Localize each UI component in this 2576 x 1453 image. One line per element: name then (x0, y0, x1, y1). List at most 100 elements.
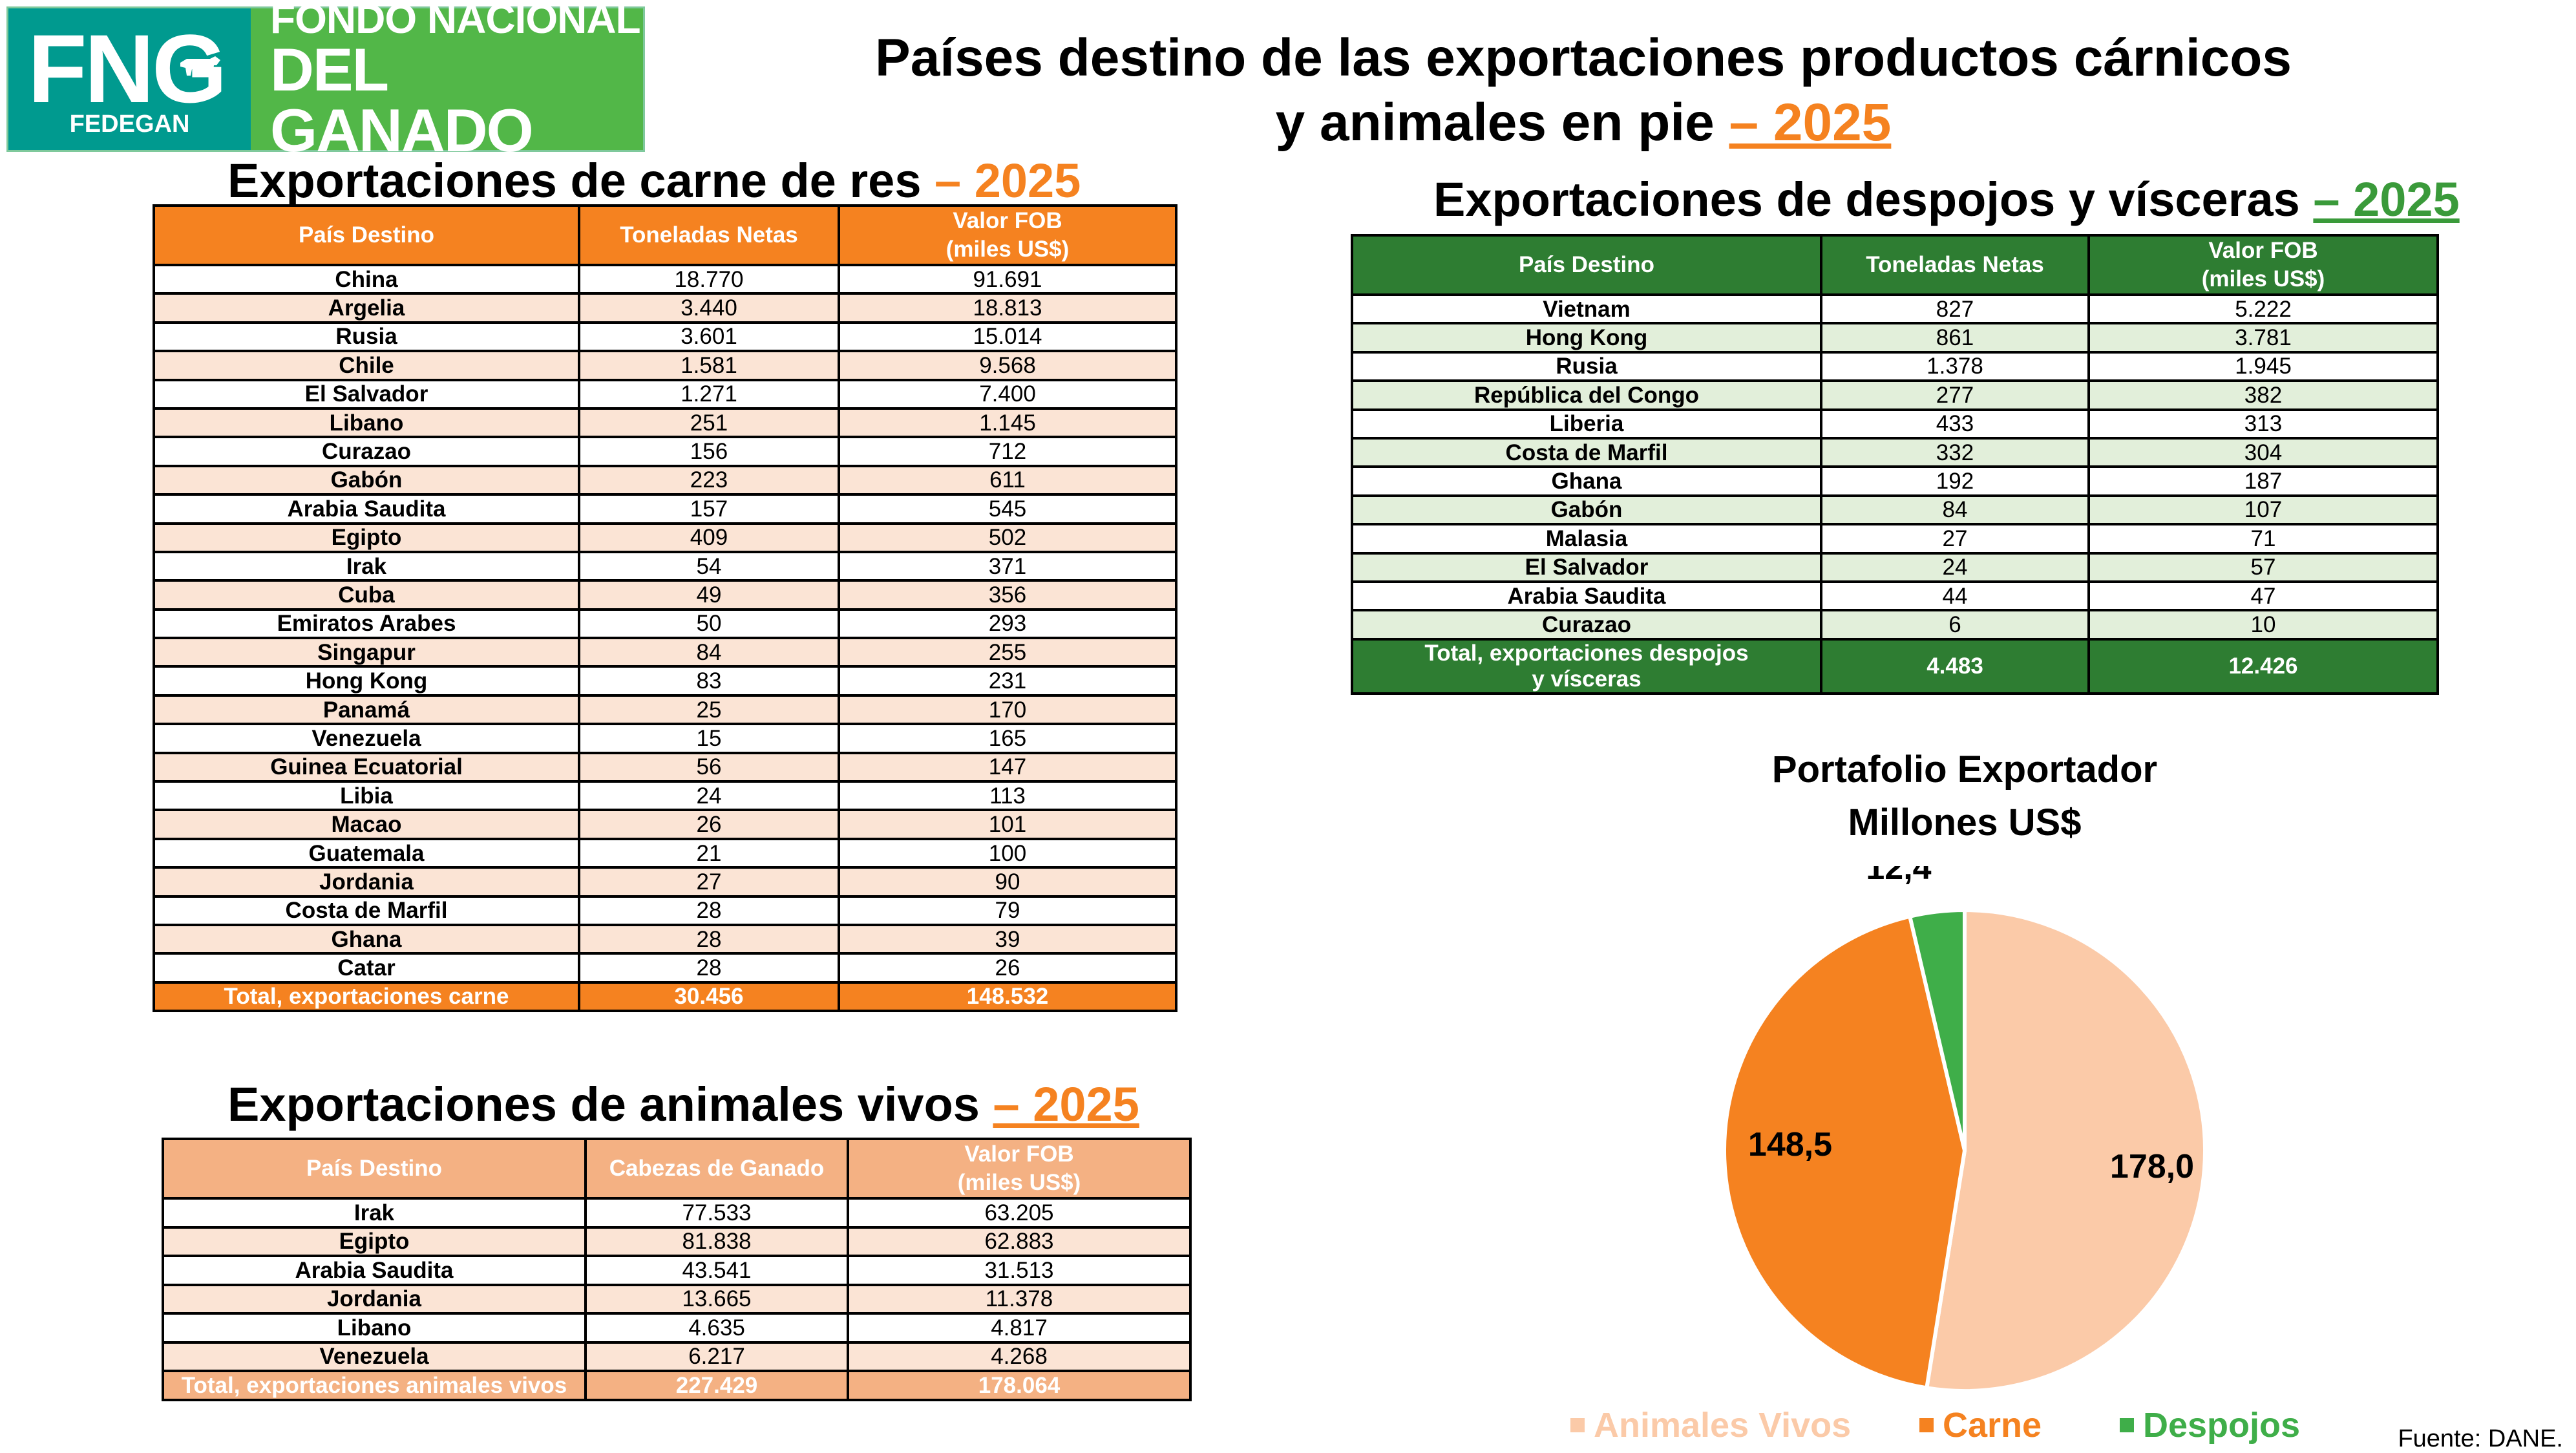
total-cell: Total, exportaciones animales vivos (162, 1370, 587, 1401)
value-cell: 90 (838, 866, 1177, 898)
total-cell: 148.532 (838, 981, 1177, 1013)
country-cell: Gabón (1351, 494, 1822, 526)
country-cell: El Salvador (153, 378, 580, 410)
vivos-header-row: País Destino Cabezas de Ganado Valor FOB (… (162, 1138, 1192, 1200)
table-row: Ghana 192 187 (1351, 465, 2439, 497)
table-row: Egipto 409 502 (153, 522, 1177, 553)
legend-swatch (1919, 1417, 1934, 1432)
value-cell: 611 (838, 464, 1177, 496)
total-cell: Total, exportaciones despojos y vísceras (1351, 637, 1822, 695)
value-cell: 502 (838, 522, 1177, 553)
table-row: Libano 4.635 4.817 (162, 1312, 1192, 1344)
value-cell: 101 (838, 809, 1177, 840)
value-cell: 1.271 (578, 378, 840, 410)
country-cell: Macao (153, 809, 580, 840)
despojos-header-cell: Valor FOB (miles US$) (2087, 234, 2439, 296)
fng-logo: FNG FEDEGAN FONDO NACIONAL DEL GANADO (6, 0, 645, 160)
table-row: Malasia 27 71 (1351, 523, 2439, 555)
logo-mark: FNG FEDEGAN (8, 8, 251, 150)
country-cell: Rusia (1351, 350, 1822, 383)
table-row: Macao 26 101 (153, 809, 1177, 840)
value-cell: 81.838 (584, 1225, 849, 1257)
value-cell: 4.635 (584, 1312, 849, 1344)
carne-title-year: – 2025 (934, 154, 1081, 207)
table-row: República del Congo 277 382 (1351, 379, 2439, 411)
value-cell: 107 (2087, 494, 2439, 526)
table-row: Hong Kong 83 231 (153, 665, 1177, 697)
table-row: Vietnam 827 5.222 (1351, 293, 2439, 325)
value-cell: 79 (838, 895, 1177, 927)
value-cell: 57 (2087, 551, 2439, 583)
carne-body: China 18.770 91.691 Argelia 3.440 18.813 Rusia… (153, 263, 1177, 1013)
country-cell: Gabón (153, 464, 580, 496)
table-row: Arabia Saudita 44 47 (1351, 580, 2439, 612)
total-cell: 30.456 (578, 981, 840, 1013)
logo-line2: DEL GANADO (270, 35, 534, 164)
value-cell: 44 (1820, 580, 2090, 612)
value-cell: 28 (578, 952, 840, 984)
value-cell: 4.268 (847, 1341, 1192, 1372)
total-row: Total, exportaciones animales vivos 227.4… (162, 1370, 1192, 1401)
country-cell: Venezuela (153, 723, 580, 754)
value-cell: 84 (1820, 494, 2090, 526)
country-cell: Guatemala (153, 837, 580, 869)
country-cell: Venezuela (162, 1341, 587, 1372)
legend-label: Carne (1943, 1406, 2042, 1445)
country-cell: Libano (162, 1312, 587, 1344)
despojos-header-cell: Toneladas Netas (1820, 234, 2090, 296)
legend-label: Despojos (2143, 1406, 2301, 1445)
value-cell: 18.770 (578, 263, 840, 295)
total-row: Total, exportaciones despojos y vísceras… (1351, 637, 2439, 695)
vivos-body: Irak 77.533 63.205 Egipto 81.838 62.883 Arabia… (162, 1197, 1192, 1401)
value-cell: 6.217 (584, 1341, 849, 1372)
country-cell: Ghana (1351, 465, 1822, 497)
value-cell: 356 (838, 579, 1177, 611)
value-cell: 24 (578, 780, 840, 812)
value-cell: 170 (838, 694, 1177, 726)
country-cell: Liberia (1351, 408, 1822, 440)
table-row: Curazao 6 10 (1351, 609, 2439, 641)
value-cell: 91.691 (838, 263, 1177, 295)
value-cell: 223 (578, 464, 840, 496)
table-row: Irak 54 371 (153, 550, 1177, 582)
vivos-title-year: – 2025 (993, 1077, 1139, 1131)
country-cell: Ghana (153, 923, 580, 955)
despojos-table: País Destino Toneladas Netas Valor FOB (mi… (1351, 234, 2439, 695)
page-title-line2: y animales en pie – 2025 (646, 90, 2520, 155)
value-cell: 147 (838, 751, 1177, 783)
value-cell: 15 (578, 723, 840, 754)
value-cell: 100 (838, 837, 1177, 869)
pie-chart: 178,0 148,5 12,4 (1722, 866, 2207, 1393)
page-title-year: – 2025 (1729, 93, 1892, 152)
carne-header-cell: Toneladas Netas (578, 204, 840, 266)
country-cell: Costa de Marfil (1351, 436, 1822, 469)
value-cell: 10 (2087, 609, 2439, 641)
total-row: Total, exportaciones carne 30.456 148.532 (153, 981, 1177, 1013)
country-cell: Irak (153, 550, 580, 582)
carne-title: Exportaciones de carne de res – 2025 (227, 157, 1081, 205)
country-cell: Guinea Ecuatorial (153, 751, 580, 783)
value-cell: 6 (1820, 609, 2090, 641)
table-row: Rusia 1.378 1.945 (1351, 350, 2439, 383)
value-cell: 31.513 (847, 1255, 1192, 1286)
value-cell: 1.378 (1820, 350, 2090, 383)
value-cell: 861 (1820, 322, 2090, 354)
value-cell: 1.145 (838, 407, 1177, 439)
despojos-title: Exportaciones de despojos y vísceras – 2… (1433, 176, 2460, 224)
logo-line1: FONDO NACIONAL (270, 0, 641, 42)
despojos-header-cell: País Destino (1351, 234, 1822, 296)
table-row: Libia 24 113 (153, 780, 1177, 812)
value-cell: 27 (578, 866, 840, 898)
page-title: Países destino de las exportaciones prod… (646, 26, 2520, 155)
value-cell: 409 (578, 522, 840, 553)
value-cell: 54 (578, 550, 840, 582)
table-row: Arabia Saudita 157 545 (153, 493, 1177, 525)
value-cell: 83 (578, 665, 840, 697)
table-row: Venezuela 6.217 4.268 (162, 1341, 1192, 1372)
value-cell: 313 (2087, 408, 2439, 440)
value-cell: 827 (1820, 293, 2090, 325)
source-note: Fuente: DANE. (2398, 1425, 2563, 1452)
country-cell: China (153, 263, 580, 295)
country-cell: El Salvador (1351, 551, 1822, 583)
country-cell: Catar (153, 952, 580, 984)
